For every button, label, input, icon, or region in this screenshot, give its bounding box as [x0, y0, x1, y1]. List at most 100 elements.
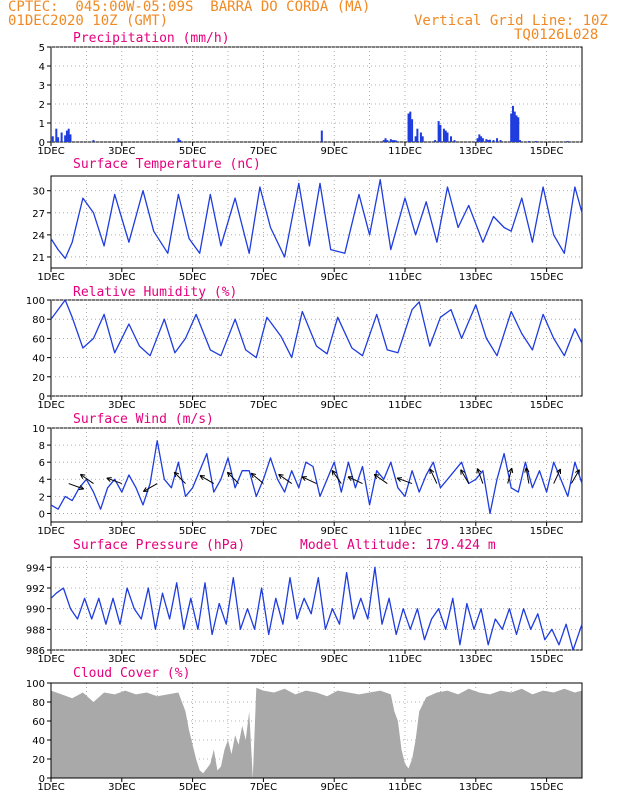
precip-bar — [444, 130, 447, 142]
precip-bar — [179, 140, 182, 142]
relative-humidity-xtick-label: 5DEC — [179, 400, 206, 411]
precip-bar — [434, 140, 437, 142]
wind-arrow — [396, 477, 413, 485]
wind-arrow-head — [278, 473, 284, 479]
surface-wind-ytick-label: 4 — [39, 475, 45, 486]
precip-bar — [421, 136, 424, 142]
relative-humidity-panel: 0 20 40 60 80 100 1DEC 3DEC 5DEC 7DEC 9DEC 11DEC 13D… — [26, 285, 583, 411]
precip-bar — [416, 128, 419, 142]
surface-pressure-ytick-label: 994 — [26, 563, 45, 574]
precip-bar — [513, 111, 516, 142]
surface-pressure-line — [50, 566, 583, 651]
precipitation-ytick-label: 3 — [39, 81, 45, 92]
wind-arrow — [460, 469, 470, 484]
wind-arrow — [570, 469, 580, 484]
precipitation-xtick-label: 11DEC — [388, 146, 422, 157]
wind-arrow-head — [226, 471, 233, 478]
surface-temperature-panel: 21 24 27 30 1DEC 3DEC 5DEC 7DEC 9DEC 11DEC 13DEC 15… — [32, 157, 583, 283]
cloud-cover-panel: 0 20 40 60 80 100 1DEC 3DEC 5DEC 7DEC 9DEC 11DEC 13D… — [26, 666, 583, 793]
surface-wind-ytick-label: 2 — [39, 492, 45, 503]
precip-bar — [57, 137, 60, 142]
precip-bar — [92, 140, 95, 142]
relative-humidity-xtick-label: 15DEC — [530, 400, 564, 411]
precip-bar — [437, 121, 440, 142]
cloud-cover-ytick-label: 80 — [32, 698, 45, 709]
cloud-cover-xtick-label: 11DEC — [388, 782, 422, 793]
surface-temperature-xtick-label: 3DEC — [108, 272, 135, 283]
surface-wind-xtick-label: 5DEC — [179, 526, 206, 537]
wind-arrow — [250, 472, 264, 484]
surface-temperature-ytick-label: 27 — [32, 209, 45, 220]
precipitation-xtick-label: 13DEC — [459, 146, 493, 157]
precip-bar — [382, 140, 385, 142]
surface-pressure-xtick-label: 15DEC — [530, 654, 564, 665]
wind-arrow-head — [142, 487, 149, 493]
precip-bar — [442, 128, 445, 142]
surface-temperature-xtick-label: 15DEC — [530, 272, 564, 283]
wind-arrow — [173, 471, 186, 484]
precipitation-xtick-label: 1DEC — [37, 146, 64, 157]
precip-bar — [384, 138, 387, 142]
cloud-cover-xtick-label: 7DEC — [250, 782, 277, 793]
precipitation-frame — [50, 46, 583, 143]
precip-bar — [407, 113, 410, 142]
relative-humidity-ytick-label: 80 — [32, 315, 45, 326]
precip-bar — [515, 115, 518, 142]
surface-temperature-xtick-label: 7DEC — [250, 272, 277, 283]
wind-arrow — [347, 476, 363, 484]
surface-temperature-xtick-label: 11DEC — [388, 272, 422, 283]
precipitation-ytick-label: 1 — [39, 119, 45, 130]
surface-temperature-xtick-label: 9DEC — [321, 272, 348, 283]
precip-bar — [409, 111, 412, 142]
cloud-cover-xtick-label: 1DEC — [37, 782, 64, 793]
wind-arrow — [143, 483, 158, 492]
surface-wind-ytick-label: 0 — [39, 509, 45, 520]
cloud-cover-xtick-label: 15DEC — [530, 782, 564, 793]
wind-arrow — [476, 468, 484, 484]
wind-arrow-head — [347, 476, 354, 481]
surface-pressure-xtick-label: 13DEC — [459, 654, 493, 665]
precipitation-xtick-label: 5DEC — [179, 146, 206, 157]
surface-temperature-ytick-label: 30 — [32, 187, 45, 198]
precipitation-ytick-label: 5 — [39, 43, 45, 54]
surface-temperature-title: Surface Temperature (nC) — [73, 157, 261, 172]
precip-bar — [517, 117, 520, 142]
header-station-line: CPTEC: 045:00W-05:09S BARRA DO CORDA (MA… — [8, 0, 371, 15]
surface-wind-xtick-label: 15DEC — [530, 526, 564, 537]
cloud-cover-area — [51, 687, 582, 778]
surface-pressure-title: Surface Pressure (hPa) — [73, 538, 245, 553]
precip-bar — [177, 138, 180, 142]
precip-bar — [487, 140, 490, 142]
precip-bar — [419, 132, 422, 142]
surface-wind-title: Surface Wind (m/s) — [73, 412, 214, 427]
surface-pressure-panel: 986 988 990 992 994 1DEC 3DEC 5DEC 7DEC 9DEC 11DEC… — [26, 538, 583, 665]
wind-arrow-head — [78, 485, 85, 491]
precip-bar — [481, 138, 484, 142]
precip-bar — [488, 139, 491, 142]
wind-arrow — [373, 473, 388, 484]
precip-bar — [60, 132, 63, 142]
wind-arrow-head — [556, 468, 562, 475]
cloud-cover-ytick-label: 0 — [39, 774, 45, 785]
relative-humidity-xtick-label: 7DEC — [250, 400, 277, 411]
header-date-line: 01DEC2020 10Z (GMT) — [8, 13, 169, 29]
precip-bar — [519, 140, 522, 142]
relative-humidity-xtick-label: 11DEC — [388, 400, 422, 411]
wind-arrow — [278, 473, 293, 484]
cloud-cover-xtick-label: 3DEC — [108, 782, 135, 793]
surface-pressure-ytick-label: 990 — [26, 605, 45, 616]
surface-wind-xtick-label: 3DEC — [108, 526, 135, 537]
precip-bar — [395, 140, 398, 142]
surface-temperature-ytick-label: 21 — [32, 253, 45, 264]
wind-arrow-head — [396, 477, 403, 483]
relative-humidity-frame — [50, 299, 583, 397]
wind-arrow — [525, 467, 530, 484]
precip-bar — [446, 132, 449, 142]
cloud-cover-ytick-label: 60 — [32, 717, 45, 728]
wind-arrow-head — [79, 473, 86, 479]
precip-bar — [69, 134, 72, 142]
precipitation-ytick-label: 0 — [39, 138, 45, 149]
wind-arrow — [331, 470, 342, 484]
wind-arrow-head — [331, 470, 337, 476]
